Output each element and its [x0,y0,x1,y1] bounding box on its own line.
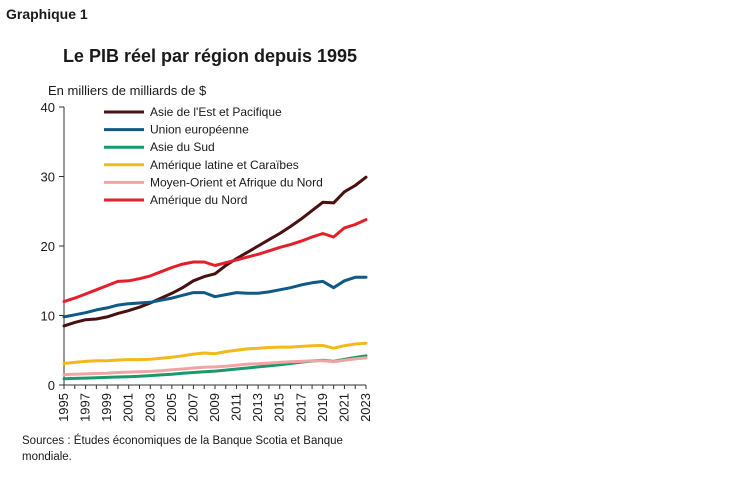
x-tick-label: 2009 [207,393,222,422]
x-tick-label: 2007 [185,393,200,422]
chart-series [62,175,368,381]
legend-label: Amérique du Nord [150,193,247,207]
legend-label: Moyen-Orient et Afrique du Nord [150,175,323,189]
x-tick-label: 2013 [250,393,265,422]
series-line [62,341,368,365]
legend-label: Asie de l'Est et Pacifique [150,105,282,119]
series-line [62,275,368,319]
chart-legend: Asie de l'Est et Pacifique Union européen… [104,105,323,207]
x-tick-label: 2003 [142,393,157,422]
x-tick-label: 2001 [121,393,136,422]
x-tick-label: 2023 [358,393,373,422]
y-tick-label: 10 [41,309,55,324]
series-line [62,356,368,377]
x-tick-label: 1997 [78,393,93,422]
legend-label: Asie du Sud [150,140,215,154]
x-tick-label: 1999 [99,393,114,422]
series-line [62,218,368,304]
x-tick-label: 2017 [293,393,308,422]
y-tick-label: 30 [41,170,55,185]
legend-label: Union européenne [150,123,249,137]
y-tick-label: 40 [41,100,55,115]
legend-label: Amérique latine et Caraïbes [150,158,299,172]
x-tick-label: 1995 [56,393,71,422]
y-tick-label: 0 [48,378,55,393]
y-axis-label: En milliers de milliards de $ [48,83,207,98]
graph-label: Graphique 1 [6,6,88,22]
y-tick-label: 20 [41,239,55,254]
x-tick-label: 2021 [336,393,351,422]
chart-axes: 0 10 20 30 40 1995 1997 1999 2001 2003 2005 2007 200… [41,100,373,422]
x-tick-label: 2019 [315,393,330,422]
x-tick-label: 2011 [229,393,244,421]
x-tick-label: 2015 [272,393,287,422]
x-tick-label: 2005 [164,393,179,422]
chart-title: Le PIB réel par région depuis 1995 [62,46,358,66]
source-note: Sources : Études économiques de la Banqu… [22,435,343,463]
series-line [62,175,368,328]
